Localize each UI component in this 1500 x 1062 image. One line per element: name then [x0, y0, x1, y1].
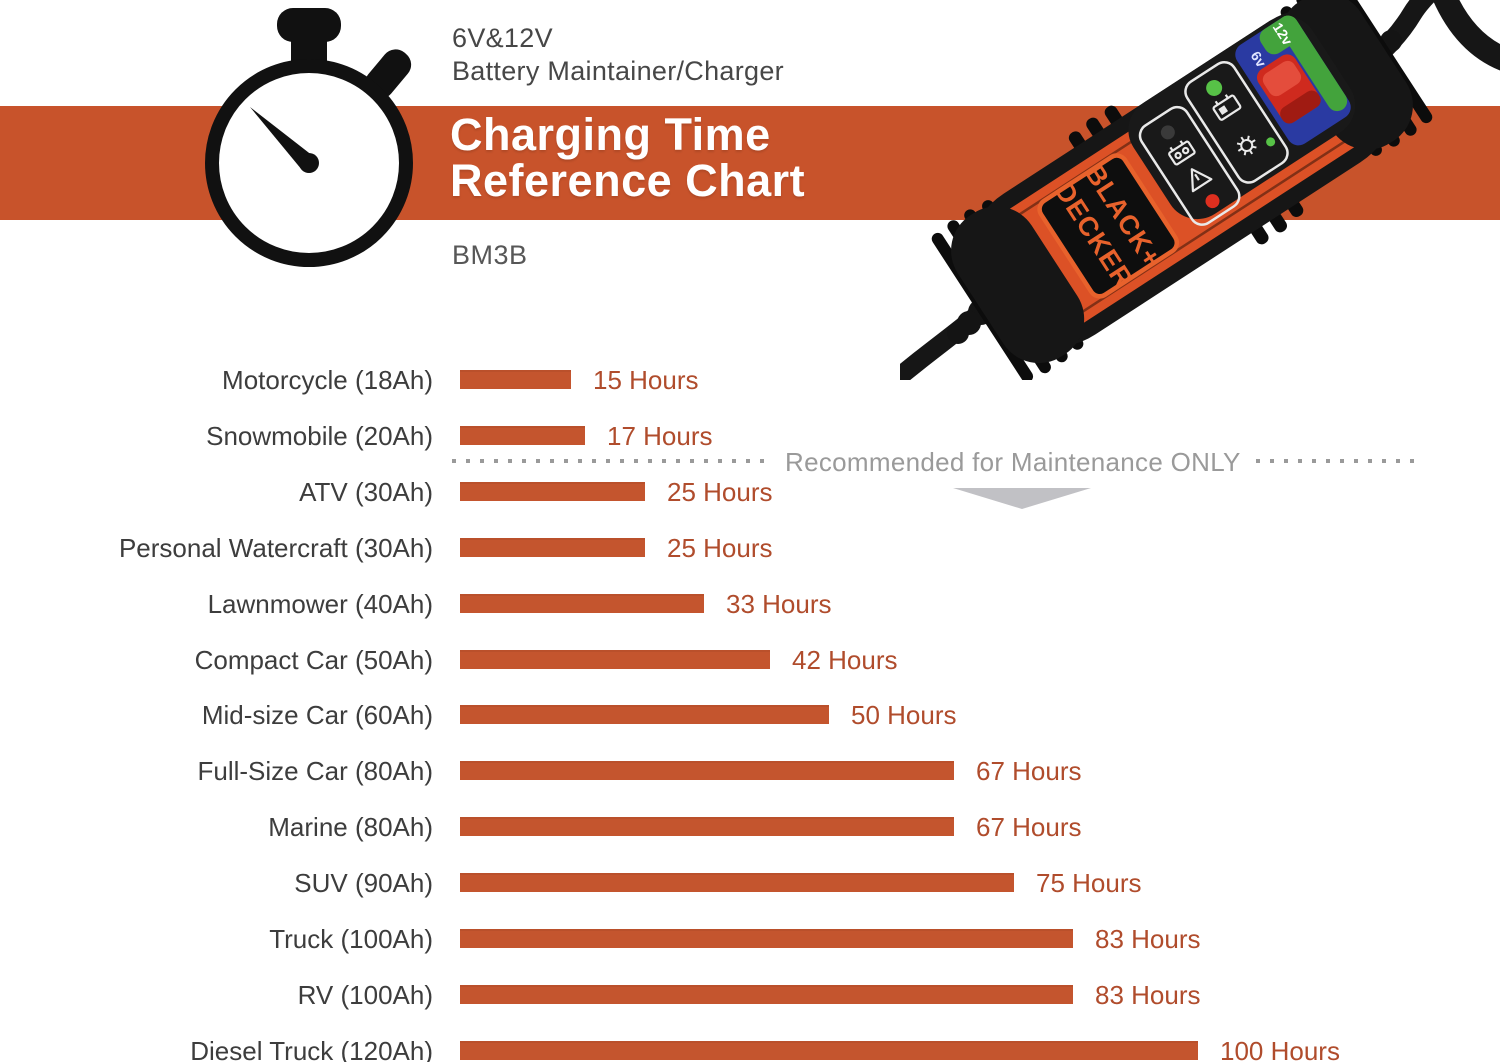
- chart-row: Full-Size Car (80Ah) 67 Hours: [0, 756, 1500, 786]
- row-label: Motorcycle (18Ah): [222, 365, 433, 395]
- status-panel: [1138, 105, 1241, 226]
- bar: [460, 984, 1073, 1004]
- chart-row: Truck (100Ah) 83 Hours: [0, 924, 1500, 954]
- row-label: ATV (30Ah): [299, 476, 433, 507]
- row-label: Mid-size Car (60Ah): [201, 700, 433, 731]
- warning-icon: [1190, 168, 1213, 193]
- row-label: Diesel Truck (120Ah): [190, 1035, 433, 1062]
- charger-device: BLACK+ DECKER: [931, 0, 1433, 380]
- row-label: Snowmobile (20Ah): [206, 420, 433, 451]
- bar: [460, 537, 645, 557]
- subtitle-line1: 6V&12V: [452, 23, 553, 53]
- stopwatch-icon: [205, 8, 413, 267]
- value-label: 15 Hours: [593, 365, 699, 395]
- row-label: Marine (80Ah): [268, 812, 433, 843]
- chart-row: Diesel Truck (120Ah) 100 Hours: [0, 1036, 1500, 1062]
- maintenance-arrow-icon: [953, 488, 1091, 509]
- page-title: Charging Time Reference Chart: [450, 112, 805, 204]
- chart-row: Mid-size Car (60Ah) 50 Hours: [0, 700, 1500, 730]
- bar: [460, 761, 954, 781]
- divider-dots-right: [1256, 459, 1422, 463]
- subtitle-line2: Battery Maintainer/Charger: [452, 56, 784, 86]
- row-label: Lawnmower (40Ah): [207, 588, 433, 619]
- value-label: 100 Hours: [1220, 1035, 1340, 1062]
- bar: [460, 649, 770, 669]
- charge-led: [1206, 79, 1223, 96]
- bar: [460, 370, 571, 389]
- chart-row: RV (100Ah) 83 Hours: [0, 980, 1500, 1010]
- row-label: Full-Size Car (80Ah): [197, 756, 433, 787]
- bar: [460, 873, 1014, 893]
- value-label: 25 Hours: [667, 476, 773, 507]
- chart-row: Motorcycle (18Ah) 15 Hours: [0, 365, 1500, 395]
- chart-row: Marine (80Ah) 67 Hours: [0, 812, 1500, 842]
- chart-row: Lawnmower (40Ah) 33 Hours: [0, 589, 1500, 619]
- bar: [460, 705, 829, 725]
- product-image: BLACK+ DECKER: [900, 0, 1500, 380]
- value-label: 67 Hours: [976, 756, 1082, 787]
- row-label: SUV (90Ah): [294, 868, 433, 899]
- bar: [460, 481, 645, 501]
- row-label: Compact Car (50Ah): [194, 644, 433, 675]
- chart-row: ATV (30Ah) 25 Hours: [0, 477, 1500, 507]
- maintenance-note: Recommended for Maintenance ONLY: [785, 447, 1241, 477]
- value-label: 83 Hours: [1095, 979, 1201, 1010]
- product-subtitle: 6V&12V Battery Maintainer/Charger: [452, 22, 784, 88]
- voltage-switch: 6v 12v: [1235, 15, 1351, 146]
- title-line1: Charging Time: [450, 109, 771, 160]
- switch-6v-label: 6v: [1248, 48, 1270, 70]
- value-label: 67 Hours: [976, 812, 1082, 843]
- value-label: 75 Hours: [1036, 868, 1142, 899]
- row-label: Truck (100Ah): [269, 924, 433, 954]
- row-label: Personal Watercraft (30Ah): [118, 532, 433, 563]
- bar: [460, 929, 1073, 948]
- value-label: 25 Hours: [667, 532, 773, 563]
- standby-led: [1160, 125, 1175, 140]
- bar: [460, 1040, 1198, 1060]
- chart-row: Snowmobile (20Ah) 17 Hours: [0, 421, 1500, 451]
- indicator-panel: [1184, 60, 1289, 184]
- bar: [460, 817, 954, 837]
- divider-dots-left: [452, 459, 770, 463]
- value-label: 33 Hours: [726, 588, 832, 619]
- value-label: 17 Hours: [607, 420, 713, 451]
- sun-icon: [1236, 135, 1257, 156]
- bar: [460, 593, 704, 613]
- chart-row: Personal Watercraft (30Ah) 25 Hours: [0, 533, 1500, 563]
- chart-row: SUV (90Ah) 75 Hours: [0, 868, 1500, 898]
- value-label: 50 Hours: [851, 700, 957, 731]
- row-label: RV (100Ah): [297, 979, 433, 1010]
- value-label: 83 Hours: [1095, 924, 1201, 954]
- bar: [460, 425, 585, 445]
- model-number: BM3B: [452, 240, 528, 270]
- value-label: 42 Hours: [792, 644, 898, 675]
- chart-row: Compact Car (50Ah) 42 Hours: [0, 645, 1500, 675]
- fault-led: [1205, 194, 1220, 209]
- title-line2: Reference Chart: [450, 155, 806, 206]
